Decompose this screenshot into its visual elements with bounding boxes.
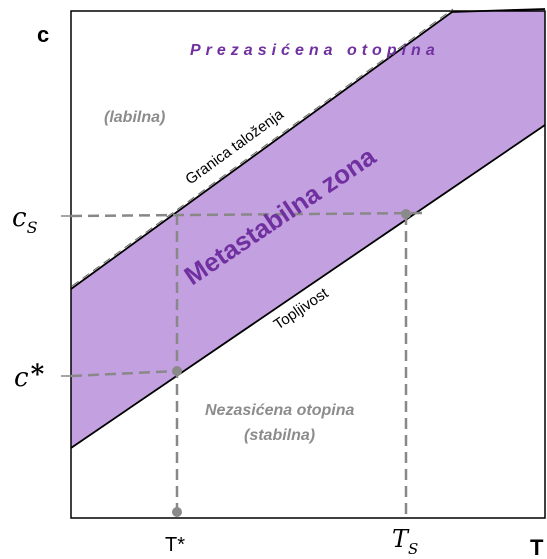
stable-label: (stabilna): [244, 427, 315, 444]
ts-tick-label: TS: [392, 525, 418, 558]
cstar-guide-horizontal: [70, 369, 178, 378]
key-points: [172, 209, 411, 517]
supersaturated-label: Prezasićena otopina: [190, 42, 440, 59]
metastable-zone-band: [71, 9, 545, 448]
solubility-line: [70, 124, 546, 449]
labile-label: (labilna): [104, 109, 165, 126]
ts-solubility-point: [401, 209, 411, 219]
cs-guide-horizontal: [70, 211, 426, 218]
tstar-tick-label: T*: [165, 534, 185, 556]
y-axis-label: c: [37, 22, 49, 47]
precipitation-limit-line: [70, 8, 546, 290]
plot-frame: [70, 10, 546, 519]
precipitation-limit-dashes: [71, 8, 454, 287]
guide-lines: [70, 211, 426, 514]
tstar-solubility-point: [172, 366, 182, 376]
cstar-tick-label: c*: [14, 360, 45, 393]
unsaturated-label: Nezasićena otopina: [205, 402, 354, 419]
tstar-axis-point: [172, 507, 182, 517]
cs-tick-label: cS: [12, 203, 38, 237]
tick-marks: [61, 215, 71, 377]
x-axis-label: T: [530, 535, 544, 559]
